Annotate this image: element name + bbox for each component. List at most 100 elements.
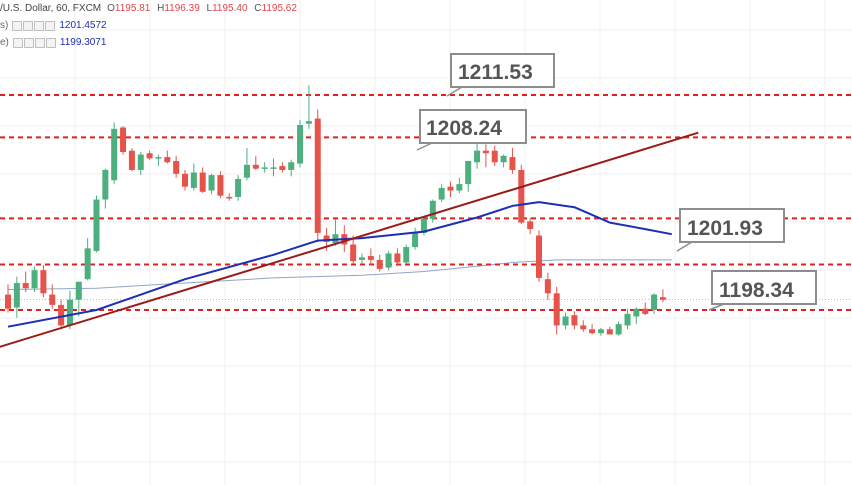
- candle[interactable]: [438, 184, 445, 203]
- candle[interactable]: [297, 119, 304, 168]
- candle[interactable]: [40, 265, 47, 298]
- candle[interactable]: [403, 244, 410, 264]
- candle[interactable]: [270, 158, 277, 177]
- candle[interactable]: [350, 235, 357, 264]
- candle[interactable]: [482, 144, 489, 168]
- candle[interactable]: [22, 271, 29, 293]
- candle-body: [536, 235, 542, 278]
- candle[interactable]: [102, 168, 109, 209]
- candle-body: [509, 157, 516, 170]
- candle[interactable]: [5, 284, 11, 313]
- candle[interactable]: [305, 85, 312, 129]
- candle-body: [252, 164, 259, 169]
- candle[interactable]: [173, 155, 180, 178]
- candle[interactable]: [314, 109, 321, 242]
- candle[interactable]: [137, 151, 144, 176]
- candle[interactable]: [642, 302, 649, 316]
- candle[interactable]: [518, 164, 525, 224]
- candle[interactable]: [659, 289, 666, 303]
- candle[interactable]: [500, 154, 507, 168]
- candle[interactable]: [49, 284, 56, 309]
- candle[interactable]: [120, 126, 127, 155]
- candle[interactable]: [385, 250, 392, 271]
- label-callout: [446, 86, 463, 97]
- candle[interactable]: [93, 195, 100, 253]
- candle-body: [500, 155, 507, 163]
- candle[interactable]: [155, 154, 162, 167]
- close-icon[interactable]: [34, 37, 45, 48]
- candle[interactable]: [359, 253, 365, 264]
- candle[interactable]: [288, 159, 295, 177]
- candle[interactable]: [164, 150, 171, 164]
- candle[interactable]: [544, 272, 551, 300]
- candle[interactable]: [190, 163, 197, 191]
- candle[interactable]: [553, 286, 560, 335]
- candle-body: [438, 187, 445, 200]
- candle[interactable]: [146, 150, 153, 160]
- candle[interactable]: [633, 307, 640, 325]
- candle[interactable]: [491, 145, 498, 167]
- candle[interactable]: [31, 266, 38, 293]
- candle[interactable]: [279, 162, 286, 173]
- candle-body: [190, 172, 197, 188]
- candle[interactable]: [412, 227, 419, 250]
- candle[interactable]: [571, 311, 578, 330]
- candle[interactable]: [474, 140, 481, 169]
- legend-indicator-1: s) 1201.4572: [0, 17, 301, 34]
- settings-icon[interactable]: [23, 20, 34, 31]
- candle-body: [615, 324, 622, 335]
- candle[interactable]: [597, 328, 604, 336]
- candle[interactable]: [509, 148, 516, 174]
- candle[interactable]: [589, 324, 596, 335]
- candle-body: [597, 329, 604, 334]
- candle[interactable]: [66, 290, 73, 330]
- candle[interactable]: [615, 321, 622, 336]
- candle[interactable]: [429, 199, 436, 223]
- candle[interactable]: [182, 169, 188, 191]
- candle-body: [93, 199, 100, 251]
- candle[interactable]: [580, 320, 587, 332]
- candle[interactable]: [199, 167, 206, 194]
- candle-body: [403, 247, 410, 263]
- candle-body: [553, 293, 560, 326]
- candle[interactable]: [606, 326, 613, 335]
- candle[interactable]: [217, 171, 224, 199]
- candle[interactable]: [456, 177, 463, 194]
- candle[interactable]: [261, 162, 268, 173]
- candles[interactable]: [5, 85, 666, 336]
- candle[interactable]: [84, 238, 91, 281]
- eye-icon[interactable]: [12, 37, 23, 48]
- candle[interactable]: [235, 175, 242, 201]
- candle[interactable]: [624, 308, 631, 330]
- candle[interactable]: [562, 312, 569, 330]
- trendline[interactable]: [0, 131, 699, 353]
- candle[interactable]: [447, 181, 454, 197]
- trendline-group[interactable]: [0, 131, 699, 353]
- settings-icon[interactable]: [23, 37, 34, 48]
- candle-body: [164, 157, 171, 163]
- candle[interactable]: [111, 122, 118, 185]
- candle[interactable]: [128, 148, 135, 172]
- candle[interactable]: [465, 160, 472, 192]
- candle[interactable]: [527, 217, 534, 235]
- close-value: 1195.62: [261, 3, 297, 14]
- candle[interactable]: [75, 281, 82, 317]
- candle[interactable]: [394, 248, 401, 267]
- candle[interactable]: [226, 193, 233, 201]
- candle[interactable]: [13, 276, 20, 318]
- eye-icon[interactable]: [12, 20, 23, 31]
- candle[interactable]: [536, 230, 542, 282]
- candle[interactable]: [367, 248, 374, 266]
- close-icon[interactable]: [34, 20, 45, 31]
- candle[interactable]: [208, 173, 215, 195]
- candle[interactable]: [58, 299, 65, 330]
- candle[interactable]: [252, 155, 259, 170]
- candle[interactable]: [651, 293, 658, 314]
- more-icon[interactable]: [45, 20, 56, 31]
- low-value: 1195.40: [212, 3, 248, 14]
- candle[interactable]: [332, 218, 339, 246]
- candle[interactable]: [243, 148, 250, 181]
- more-icon[interactable]: [45, 37, 56, 48]
- candle[interactable]: [376, 254, 383, 272]
